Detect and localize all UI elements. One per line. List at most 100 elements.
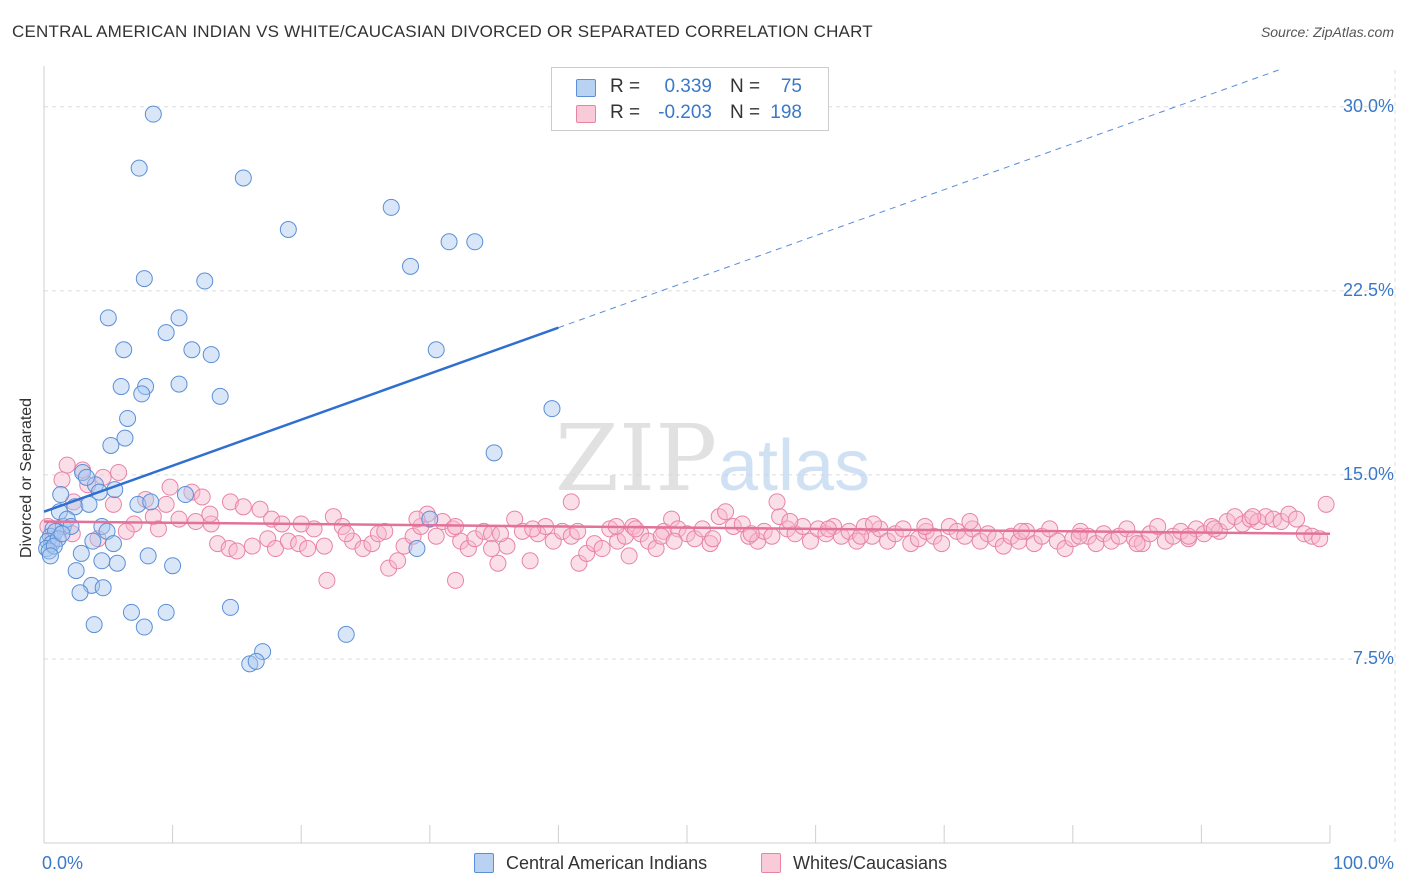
data-point-central-american-indians <box>408 540 426 558</box>
data-point-whites-caucasians <box>466 530 484 548</box>
data-point-whites-caucasians <box>161 478 179 496</box>
data-point-central-american-indians <box>85 616 103 634</box>
data-point-central-american-indians <box>104 535 122 553</box>
data-point-whites-caucasians <box>1288 510 1306 528</box>
data-point-central-american-indians <box>116 429 134 447</box>
data-point-central-american-indians <box>52 486 70 504</box>
data-point-whites-caucasians <box>408 510 426 528</box>
data-point-central-american-indians <box>234 169 252 187</box>
legend-label: Whites/Caucasians <box>793 853 948 873</box>
data-point-central-american-indians <box>115 341 133 359</box>
data-point-central-american-indians <box>94 579 112 597</box>
data-point-central-american-indians <box>176 486 194 504</box>
data-point-whites-caucasians <box>290 535 308 553</box>
axes <box>43 66 1331 844</box>
data-point-central-american-indians <box>402 257 420 275</box>
data-point-central-american-indians <box>135 270 153 288</box>
data-point-central-american-indians <box>41 547 59 565</box>
data-point-central-american-indians <box>71 584 89 602</box>
source-credit: Source: ZipAtlas.com <box>1260 24 1394 40</box>
data-point-whites-caucasians <box>704 530 722 548</box>
r-label: R = <box>610 76 641 97</box>
data-point-central-american-indians <box>254 643 272 661</box>
data-point-whites-caucasians <box>620 547 638 565</box>
y-tick-label: 22.5% <box>1342 279 1394 300</box>
data-point-central-american-indians <box>77 468 95 486</box>
data-point-whites-caucasians <box>768 493 786 511</box>
data-point-whites-caucasians <box>354 540 372 558</box>
y-tick-label: 15.0% <box>1342 463 1394 484</box>
data-point-central-american-indians <box>466 233 484 251</box>
trend-lines <box>43 69 1331 536</box>
data-point-whites-caucasians <box>1149 517 1167 535</box>
data-point-central-american-indians <box>202 346 220 364</box>
data-point-whites-caucasians <box>665 532 683 550</box>
legend-swatch-blue <box>474 853 494 873</box>
data-point-central-american-indians <box>84 532 102 550</box>
data-point-central-american-indians <box>421 510 439 528</box>
data-point-central-american-indians <box>139 547 157 565</box>
data-point-central-american-indians <box>142 493 160 511</box>
data-point-central-american-indians <box>211 387 229 405</box>
r-value: 0.339 <box>664 76 712 97</box>
data-point-central-american-indians <box>144 105 162 123</box>
data-point-whites-caucasians <box>1205 520 1223 538</box>
data-point-central-american-indians <box>119 409 137 427</box>
trend-line-blue <box>43 326 559 513</box>
data-point-central-american-indians <box>130 159 148 177</box>
data-point-central-american-indians <box>67 562 85 580</box>
data-point-whites-caucasians <box>337 525 355 543</box>
data-point-central-american-indians <box>485 444 503 462</box>
data-point-whites-caucasians <box>1041 520 1059 538</box>
data-point-central-american-indians <box>45 537 63 555</box>
data-point-whites-caucasians <box>58 456 76 474</box>
data-point-whites-caucasians <box>221 493 239 511</box>
data-point-whites-caucasians <box>492 525 510 543</box>
data-point-central-american-indians <box>99 309 117 327</box>
data-point-central-american-indians <box>337 625 355 643</box>
stats-legend: R = 0.339 N = 75 R = -0.203 N = 198 <box>551 67 829 131</box>
data-point-central-american-indians <box>382 198 400 216</box>
data-point-central-american-indians <box>122 603 140 621</box>
data-point-central-american-indians <box>543 400 561 418</box>
data-point-central-american-indians <box>196 272 214 290</box>
data-point-whites-caucasians <box>279 532 297 550</box>
n-label: N = <box>730 76 761 97</box>
data-point-whites-caucasians <box>149 520 167 538</box>
data-point-whites-caucasians <box>234 498 252 516</box>
data-point-whites-caucasians <box>418 505 436 523</box>
data-point-central-american-indians <box>427 341 445 359</box>
data-point-central-american-indians <box>157 324 175 342</box>
data-point-whites-caucasians <box>117 522 135 540</box>
data-point-whites-caucasians <box>742 525 760 543</box>
data-point-central-american-indians <box>133 385 151 403</box>
data-point-central-american-indians <box>129 495 147 513</box>
data-point-whites-caucasians <box>53 471 71 489</box>
data-point-whites-caucasians <box>376 522 394 540</box>
data-point-central-american-indians <box>53 525 71 543</box>
data-point-whites-caucasians <box>781 513 799 531</box>
data-point-central-american-indians <box>247 652 265 670</box>
stats-row-blue: R = 0.339 N = 75 <box>552 76 828 100</box>
data-point-whites-caucasians <box>483 540 501 558</box>
data-point-whites-caucasians <box>104 495 122 513</box>
data-point-whites-caucasians <box>717 503 735 521</box>
data-point-central-american-indians <box>93 552 111 570</box>
data-point-whites-caucasians <box>110 463 128 481</box>
stats-row-pink: R = -0.203 N = 198 <box>552 102 828 126</box>
data-point-central-american-indians <box>108 554 126 572</box>
data-point-central-american-indians <box>135 618 153 636</box>
blue-swatch <box>576 79 596 97</box>
data-point-central-american-indians <box>72 544 90 562</box>
data-point-whites-caucasians <box>562 493 580 511</box>
data-point-whites-caucasians <box>864 515 882 533</box>
n-label: N = <box>730 102 761 123</box>
series-central-american-indians <box>38 105 561 673</box>
x-tick-label-min: 0.0% <box>42 853 84 873</box>
data-point-central-american-indians <box>164 557 182 575</box>
data-point-whites-caucasians <box>593 540 611 558</box>
data-point-central-american-indians <box>170 375 188 393</box>
y-tick-label: 7.5% <box>1352 647 1394 668</box>
data-point-central-american-indians <box>112 378 130 396</box>
